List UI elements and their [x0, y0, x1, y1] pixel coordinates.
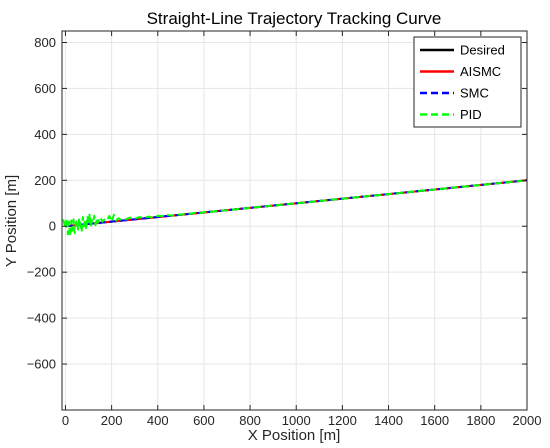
y-axis-title: Y Position [m]: [3, 175, 20, 267]
legend-label-desired: Desired: [460, 43, 505, 58]
y-tick-label: 400: [34, 127, 56, 142]
y-tick-label: −400: [27, 311, 56, 326]
x-tick-label: 200: [101, 413, 123, 428]
legend-label-pid: PID: [460, 107, 482, 122]
y-tick-label: 200: [34, 173, 56, 188]
chart-title: Straight-Line Trajectory Tracking Curve: [147, 9, 442, 28]
y-tick-label: −600: [27, 357, 56, 372]
series-line-pid: [62, 179, 527, 238]
y-tick-label: −200: [27, 265, 56, 280]
x-tick-label: 400: [147, 413, 169, 428]
axes-frame: [61, 30, 528, 411]
x-tick-label: 0: [62, 413, 69, 428]
series-group: [62, 179, 527, 238]
y-tick-label: 600: [34, 81, 56, 96]
x-tick-label: 800: [239, 413, 261, 428]
legend-label-smc: SMC: [460, 86, 489, 101]
x-tick-label: 2000: [513, 413, 542, 428]
plot-area: 0 200 400 600 800 1000 1200 1400 1600 1800 2000−60…: [27, 30, 542, 428]
x-tick-label: 1600: [420, 413, 449, 428]
y-tick-label: 800: [34, 35, 56, 50]
x-tick-label: 1200: [328, 413, 357, 428]
x-tick-label: 1400: [374, 413, 403, 428]
x-tick-label: 1800: [466, 413, 495, 428]
y-tick-label: 0: [49, 219, 56, 234]
x-tick-label: 600: [193, 413, 215, 428]
series-line-smc: [65, 179, 527, 228]
legend-label-aismc: AISMC: [460, 64, 501, 79]
x-tick-label: 1000: [282, 413, 311, 428]
legend-box: [413, 36, 522, 128]
x-axis-title: X Position [m]: [248, 427, 341, 444]
